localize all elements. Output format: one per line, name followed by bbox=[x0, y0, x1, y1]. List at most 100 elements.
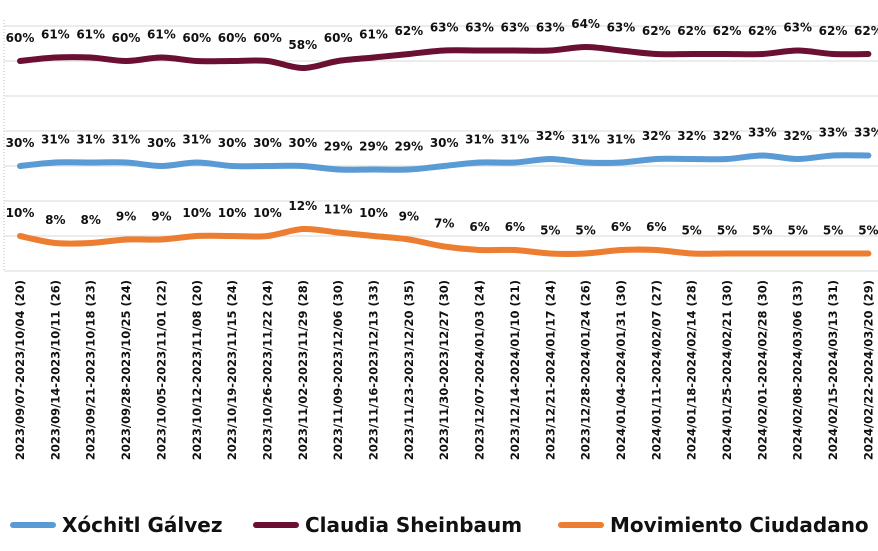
data-label: 10% bbox=[253, 206, 282, 220]
data-label: 32% bbox=[642, 129, 671, 143]
data-label: 31% bbox=[501, 133, 530, 147]
data-label: 62% bbox=[748, 24, 777, 38]
x-tick-label: 2024/01/11-2024/02/07 (27) bbox=[649, 280, 663, 460]
data-label: 9% bbox=[151, 210, 171, 224]
data-label: 12% bbox=[288, 199, 317, 213]
x-tick-label: 2024/01/18-2024/02/14 (28) bbox=[685, 280, 699, 460]
data-label: 63% bbox=[607, 21, 636, 35]
x-tick-label: 2024/01/04-2024/01/31 (30) bbox=[614, 280, 628, 460]
x-tick-label: 2024/02/15-2024/03/13 (31) bbox=[826, 280, 840, 460]
data-label: 30% bbox=[288, 136, 317, 150]
legend-label: Claudia Sheinbaum bbox=[305, 513, 523, 537]
data-label: 10% bbox=[6, 206, 35, 220]
x-tick-label: 2023/09/21-2023/10/18 (23) bbox=[84, 280, 98, 460]
data-label: 7% bbox=[434, 217, 454, 231]
data-label: 63% bbox=[465, 21, 494, 35]
x-tick-label: 2023/11/02-2023/11/29 (28) bbox=[296, 280, 310, 460]
x-tick-label: 2024/02/22-2024/03/20 (29) bbox=[861, 280, 875, 460]
data-label: 5% bbox=[788, 224, 808, 238]
legend-item-claudia-sheinbaum: Claudia Sheinbaum bbox=[253, 508, 522, 542]
data-label: 32% bbox=[536, 129, 565, 143]
data-label: 32% bbox=[783, 129, 812, 143]
data-label: 6% bbox=[469, 220, 489, 234]
x-tick-label: 2023/11/16-2023/12/13 (33) bbox=[367, 280, 381, 460]
data-label: 32% bbox=[677, 129, 706, 143]
data-label: 5% bbox=[823, 224, 843, 238]
data-label: 9% bbox=[116, 210, 136, 224]
data-label: 33% bbox=[748, 126, 777, 140]
data-label: 31% bbox=[182, 133, 211, 147]
data-label: 62% bbox=[677, 24, 706, 38]
data-label: 6% bbox=[646, 220, 666, 234]
x-tick-label: 2024/01/25-2024/02/21 (30) bbox=[720, 280, 734, 460]
data-label: 5% bbox=[540, 224, 560, 238]
x-tick-label: 2023/10/12-2023/11/08 (20) bbox=[190, 280, 204, 460]
legend-swatch bbox=[558, 522, 604, 528]
data-label: 32% bbox=[713, 129, 742, 143]
data-label: 62% bbox=[854, 24, 878, 38]
data-label: 31% bbox=[41, 133, 70, 147]
data-label: 60% bbox=[218, 31, 247, 45]
legend-label: Xóchitl Gálvez bbox=[62, 513, 223, 537]
data-label: 61% bbox=[147, 28, 176, 42]
x-tick-label: 2023/12/14-2024/01/10 (21) bbox=[508, 280, 522, 460]
data-label: 63% bbox=[501, 21, 530, 35]
data-label: 31% bbox=[571, 133, 600, 147]
data-label: 61% bbox=[41, 28, 70, 42]
data-label: 31% bbox=[112, 133, 141, 147]
data-label: 30% bbox=[430, 136, 459, 150]
data-label: 64% bbox=[571, 17, 600, 31]
data-label: 8% bbox=[81, 213, 101, 227]
data-label: 30% bbox=[253, 136, 282, 150]
data-label: 5% bbox=[752, 224, 772, 238]
series-line-2 bbox=[17, 225, 872, 257]
data-label: 9% bbox=[399, 210, 419, 224]
data-label: 5% bbox=[717, 224, 737, 238]
data-label: 10% bbox=[182, 206, 211, 220]
data-label: 60% bbox=[112, 31, 141, 45]
data-label: 60% bbox=[182, 31, 211, 45]
data-label: 61% bbox=[76, 28, 105, 42]
line-chart: 30% 31% 31% 31% 30% 31% 30% 30% 30% 29% 29% 29% 30% 3… bbox=[3, 17, 878, 460]
x-tick-label: 2023/09/28-2023/10/25 (24) bbox=[119, 280, 133, 460]
data-label: 30% bbox=[218, 136, 247, 150]
data-label: 63% bbox=[430, 21, 459, 35]
x-tick-label: 2023/11/23-2023/12/20 (35) bbox=[402, 280, 416, 460]
data-label: 29% bbox=[324, 140, 353, 154]
data-label: 62% bbox=[642, 24, 671, 38]
series-line-0 bbox=[17, 152, 872, 173]
data-label: 60% bbox=[253, 31, 282, 45]
data-label: 62% bbox=[713, 24, 742, 38]
legend-item-xochitl-galvez: Xóchitl Gálvez bbox=[10, 508, 223, 542]
data-label: 5% bbox=[681, 224, 701, 238]
data-label: 58% bbox=[288, 38, 317, 52]
x-tick-label: 2023/10/19-2023/11/15 (24) bbox=[225, 280, 239, 460]
legend: Xóchitl Gálvez Claudia Sheinbaum Movimie… bbox=[0, 508, 878, 542]
x-tick-label: 2023/12/21-2024/01/17 (24) bbox=[543, 280, 557, 460]
x-tick-label: 2023/10/26-2023/11/22 (24) bbox=[260, 280, 274, 460]
data-label: 10% bbox=[218, 206, 247, 220]
data-label: 29% bbox=[359, 140, 388, 154]
x-tick-label: 2024/02/08-2024/03/06 (33) bbox=[791, 280, 805, 460]
data-label: 63% bbox=[783, 21, 812, 35]
data-label: 30% bbox=[147, 136, 176, 150]
data-label: 33% bbox=[819, 126, 848, 140]
x-tick-label: 2024/02/01-2024/02/28 (30) bbox=[755, 280, 769, 460]
data-label: 31% bbox=[465, 133, 494, 147]
data-label: 11% bbox=[324, 203, 353, 217]
data-label: 10% bbox=[359, 206, 388, 220]
data-label: 62% bbox=[394, 24, 423, 38]
data-label: 60% bbox=[6, 31, 35, 45]
data-label: 63% bbox=[536, 21, 565, 35]
legend-item-movimiento-ciudadano: Movimiento Ciudadano bbox=[558, 508, 869, 542]
legend-swatch bbox=[253, 522, 299, 528]
x-tick-label: 2023/10/05-2023/11/01 (22) bbox=[154, 280, 168, 460]
data-label: 61% bbox=[359, 28, 388, 42]
data-label: 62% bbox=[819, 24, 848, 38]
data-label: 31% bbox=[607, 133, 636, 147]
x-tick-label: 2023/09/07-2023/10/04 (20) bbox=[13, 280, 27, 460]
x-tick-label: 2023/11/09-2023/12/06 (30) bbox=[331, 280, 345, 460]
data-label: 30% bbox=[6, 136, 35, 150]
x-tick-label: 2023/09/14-2023/10/11 (26) bbox=[48, 280, 62, 460]
legend-swatch bbox=[10, 522, 56, 528]
